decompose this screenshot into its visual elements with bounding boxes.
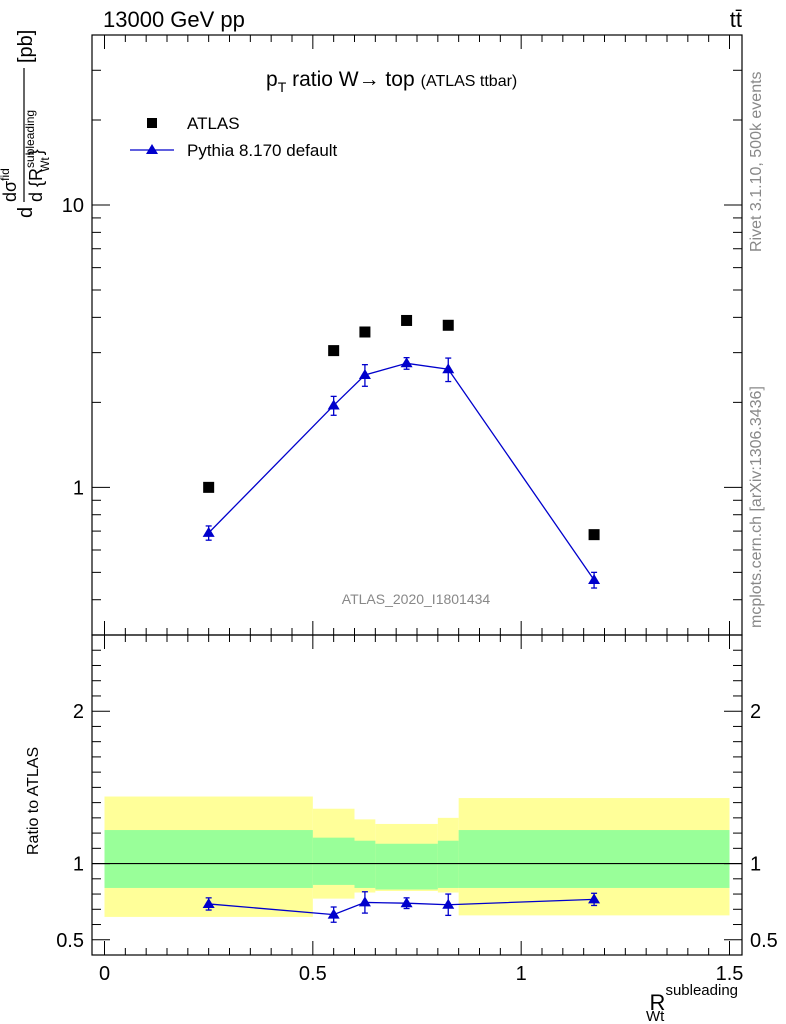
mc-point — [327, 908, 340, 919]
mcplots-reference-label: mcplots.cern.ch [arXiv:1306.3436] — [748, 386, 765, 628]
mc-series-line — [208, 362, 595, 581]
mc-point — [442, 898, 455, 909]
y-axis-label-ratio: Ratio to ATLAS — [25, 747, 42, 855]
y-tick-label-ratio-right: 2 — [750, 701, 761, 723]
mc-point — [202, 526, 215, 537]
title-sub: T — [278, 79, 287, 95]
band-inner-bin — [375, 843, 438, 890]
atlas-data-point — [588, 529, 600, 541]
y-tick-label-ratio: 0.5 — [56, 930, 84, 952]
title-p: p — [266, 68, 278, 91]
rivet-version-label: Rivet 3.1.10, 500k events — [748, 71, 765, 252]
analysis-watermark: ATLAS_2020_I1801434 — [342, 591, 491, 607]
plot-title: pT ratio W→ top (ATLAS ttbar) — [266, 68, 517, 95]
mc-point — [358, 368, 371, 379]
svg-text:dσfid: dσfid — [0, 168, 20, 202]
band-inner-bin — [104, 830, 313, 888]
ratio-panel — [92, 634, 742, 956]
main-panel — [92, 34, 742, 636]
svg-text:d {RsubleadingWt}: d {RsubleadingWt} — [23, 110, 52, 202]
mc-point — [400, 897, 413, 908]
mc-point — [202, 897, 215, 908]
band-inner-bin — [458, 830, 730, 888]
y-tick-label-ratio-right: 0.5 — [750, 930, 778, 952]
y-tick-label-main: 10 — [62, 195, 84, 217]
legend-marker-pythia — [146, 144, 158, 154]
atlas-data-point — [442, 319, 454, 331]
header-right-label: tt̄ — [730, 7, 742, 32]
mc-point — [358, 896, 371, 907]
atlas-data-point — [401, 314, 413, 326]
svg-text:[pb]: [pb] — [15, 30, 37, 63]
title-rest: ratio W→ top — [286, 68, 414, 91]
x-tick-label: 0.5 — [299, 963, 327, 985]
header-left-label: 13000 GeV pp — [103, 7, 245, 32]
mc-series-line — [208, 898, 595, 916]
legend-label-atlas: ATLAS — [187, 114, 240, 133]
y-tick-label-main: 1 — [73, 477, 84, 499]
svg-text:d: d — [15, 207, 37, 218]
legend-marker-atlas — [147, 118, 157, 128]
mc-point — [327, 399, 340, 410]
band-inner-bin — [437, 840, 459, 888]
mc-point — [442, 363, 455, 374]
y-axis-label-main: d dσfid d {RsubleadingWt} [pb] — [0, 30, 52, 218]
mc-point — [400, 357, 413, 368]
x-axis-label: Rsubleading Wt — [646, 982, 738, 1024]
legend-label-pythia: Pythia 8.170 default — [187, 141, 338, 160]
band-inner-bin — [354, 840, 376, 888]
y-tick-label-ratio: 2 — [73, 701, 84, 723]
x-tick-label: 1.5 — [716, 963, 744, 985]
atlas-data-point — [203, 481, 215, 493]
y-tick-label-ratio: 1 — [73, 854, 84, 876]
y-tick-label-ratio-right: 1 — [750, 854, 761, 876]
title-small: (ATLAS ttbar) — [421, 73, 518, 90]
mc-point — [588, 573, 601, 584]
x-tick-label: 0 — [99, 963, 110, 985]
ratio-panel-frame — [91, 634, 743, 956]
mc-point — [588, 893, 601, 904]
atlas-data-point — [328, 345, 340, 357]
legend: ATLAS Pythia 8.170 default — [130, 114, 338, 160]
atlas-data-point — [359, 326, 371, 338]
x-tick-label: 1 — [516, 963, 527, 985]
band-inner-bin — [312, 837, 355, 885]
